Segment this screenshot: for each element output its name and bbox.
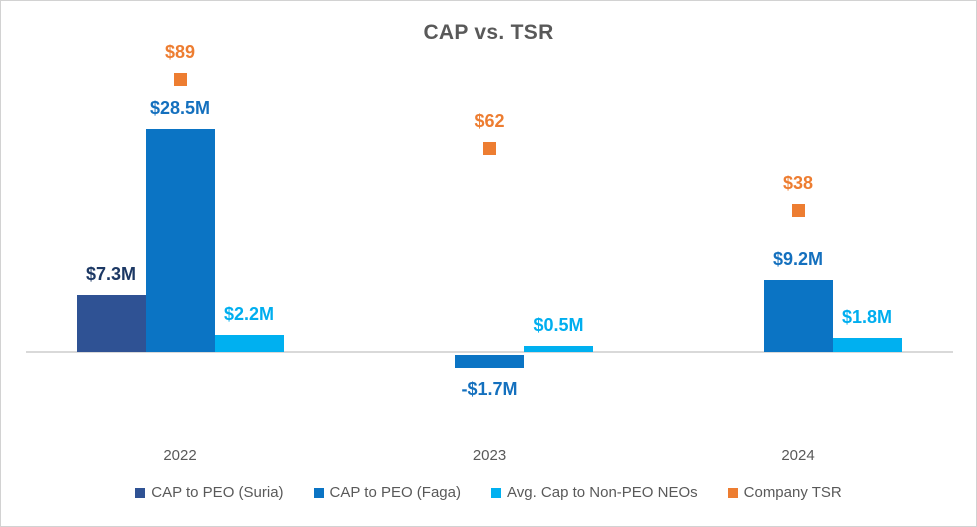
tsr-marker-2024 [791, 204, 805, 218]
legend-swatch-icon [135, 487, 146, 498]
legend-label: CAP to PEO (Suria) [151, 484, 284, 501]
legend: CAP to PEO (Suria) CAP to PEO (Faga) Avg. … [1, 484, 976, 501]
bar-cap-to-peo-faga-2023 [455, 355, 524, 368]
data-label: $2.2M [223, 304, 275, 324]
bar-cap-to-peo-faga-2024 [763, 280, 833, 352]
data-label: $7.3M [85, 264, 137, 284]
legend-item-company-tsr: Company TSR [727, 484, 842, 501]
bar-avg-cap-to-non-peo-neos-2023 [524, 346, 593, 352]
x-axis-line [26, 351, 953, 353]
bar-avg-cap-to-non-peo-neos-2022 [214, 335, 284, 352]
tsr-marker-2022 [173, 73, 187, 87]
tsr-marker-2023 [483, 142, 496, 156]
legend-label: Avg. Cap to Non-PEO NEOs [507, 484, 698, 501]
bar-avg-cap-to-non-peo-neos-2024 [832, 338, 902, 352]
data-label: $28.5M [149, 98, 211, 118]
legend-label: CAP to PEO (Faga) [329, 484, 461, 501]
bar-cap-to-peo-faga-2022 [145, 129, 215, 352]
data-label: $89 [164, 42, 196, 63]
data-label: $9.2M [772, 249, 824, 269]
legend-label: Company TSR [743, 484, 842, 501]
chart-title: CAP vs. TSR [423, 21, 554, 44]
x-axis-label-2022: 2022 [163, 447, 197, 464]
data-label: $62 [474, 111, 505, 132]
bar-cap-to-peo-suria-2022 [76, 295, 146, 352]
data-label: -$1.7M [461, 379, 518, 399]
x-axis-label-2024: 2024 [781, 447, 815, 464]
x-axis-label-2023: 2023 [472, 447, 507, 464]
legend-item-cap-to-peo-faga: CAP to PEO (Faga) [313, 484, 461, 501]
data-label: $0.5M [533, 315, 584, 335]
data-label: $1.8M [841, 307, 893, 327]
legend-swatch-icon [491, 487, 501, 498]
legend-item-avg-cap-to-non-peo-neos: Avg. Cap to Non-PEO NEOs [491, 484, 698, 501]
data-label: $38 [782, 173, 814, 194]
legend-swatch-icon [313, 487, 324, 498]
legend-item-cap-to-peo-suria: CAP to PEO (Suria) [135, 484, 284, 501]
legend-swatch-icon [727, 487, 738, 498]
